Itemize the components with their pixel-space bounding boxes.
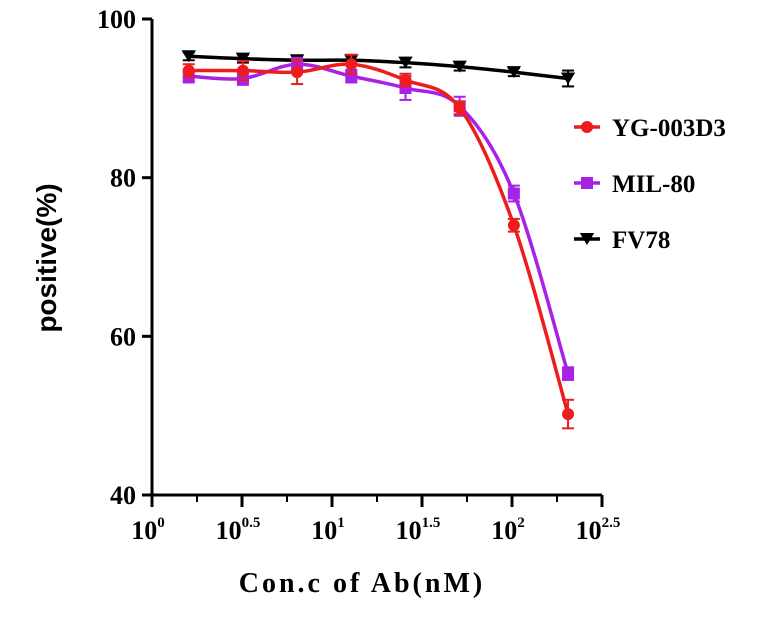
series-yg-003d3 bbox=[182, 53, 575, 430]
data-point bbox=[506, 66, 522, 79]
data-point bbox=[236, 64, 249, 77]
series-fv78 bbox=[181, 50, 576, 88]
legend-label: FV78 bbox=[612, 227, 670, 254]
legend-label: MIL-80 bbox=[612, 171, 695, 198]
data-point bbox=[452, 60, 467, 73]
legend-label: YG-003D3 bbox=[612, 115, 726, 142]
series-line bbox=[188, 62, 570, 415]
x-tick-label: 100 bbox=[131, 515, 165, 545]
x-tick-exponent: 1 bbox=[337, 515, 345, 531]
x-tick-label: 101 bbox=[311, 515, 345, 545]
x-tick-exponent: 2 bbox=[517, 515, 525, 531]
legend-marker bbox=[581, 177, 593, 189]
y-tick-label: 40 bbox=[110, 481, 136, 510]
y-tick-label: 100 bbox=[97, 5, 136, 34]
data-point bbox=[181, 50, 196, 63]
data-point bbox=[399, 74, 412, 87]
x-axis-title: Con.c of Ab(nM) bbox=[239, 568, 485, 599]
data-point bbox=[345, 58, 358, 71]
legend-item-fv78: FV78 bbox=[574, 227, 670, 254]
data-point bbox=[507, 187, 520, 200]
series-layer bbox=[181, 50, 576, 430]
data-point bbox=[507, 219, 520, 232]
data-point bbox=[560, 72, 576, 85]
data-point bbox=[398, 56, 413, 69]
series-line bbox=[188, 54, 569, 81]
x-tick-label: 101.5 bbox=[396, 515, 441, 545]
legend: YG-003D3 MIL-80 FV78 bbox=[574, 115, 726, 254]
y-axis-title: positive(%) bbox=[31, 183, 62, 332]
y-tick-label: 60 bbox=[110, 322, 136, 351]
legend-marker bbox=[581, 121, 593, 133]
x-tick-label: 102.5 bbox=[576, 515, 621, 545]
data-point bbox=[291, 66, 304, 79]
x-tick-label: 100.5 bbox=[216, 515, 261, 545]
data-point bbox=[182, 64, 195, 77]
data-point bbox=[235, 52, 251, 65]
x-tick-exponent: 0.5 bbox=[242, 515, 261, 531]
x-tick-exponent: 0 bbox=[157, 515, 165, 531]
legend-item-mil-80: MIL-80 bbox=[574, 171, 695, 198]
x-tick-exponent: 1.5 bbox=[422, 515, 441, 531]
data-point bbox=[453, 101, 466, 114]
data-point bbox=[562, 367, 575, 380]
x-tick-label: 102 bbox=[491, 515, 525, 545]
legend-item-yg-003d3: YG-003D3 bbox=[574, 115, 726, 142]
data-point bbox=[562, 408, 575, 421]
y-tick-label: 80 bbox=[110, 164, 136, 193]
legend-marker bbox=[579, 233, 595, 245]
x-tick-exponent: 2.5 bbox=[602, 515, 621, 531]
